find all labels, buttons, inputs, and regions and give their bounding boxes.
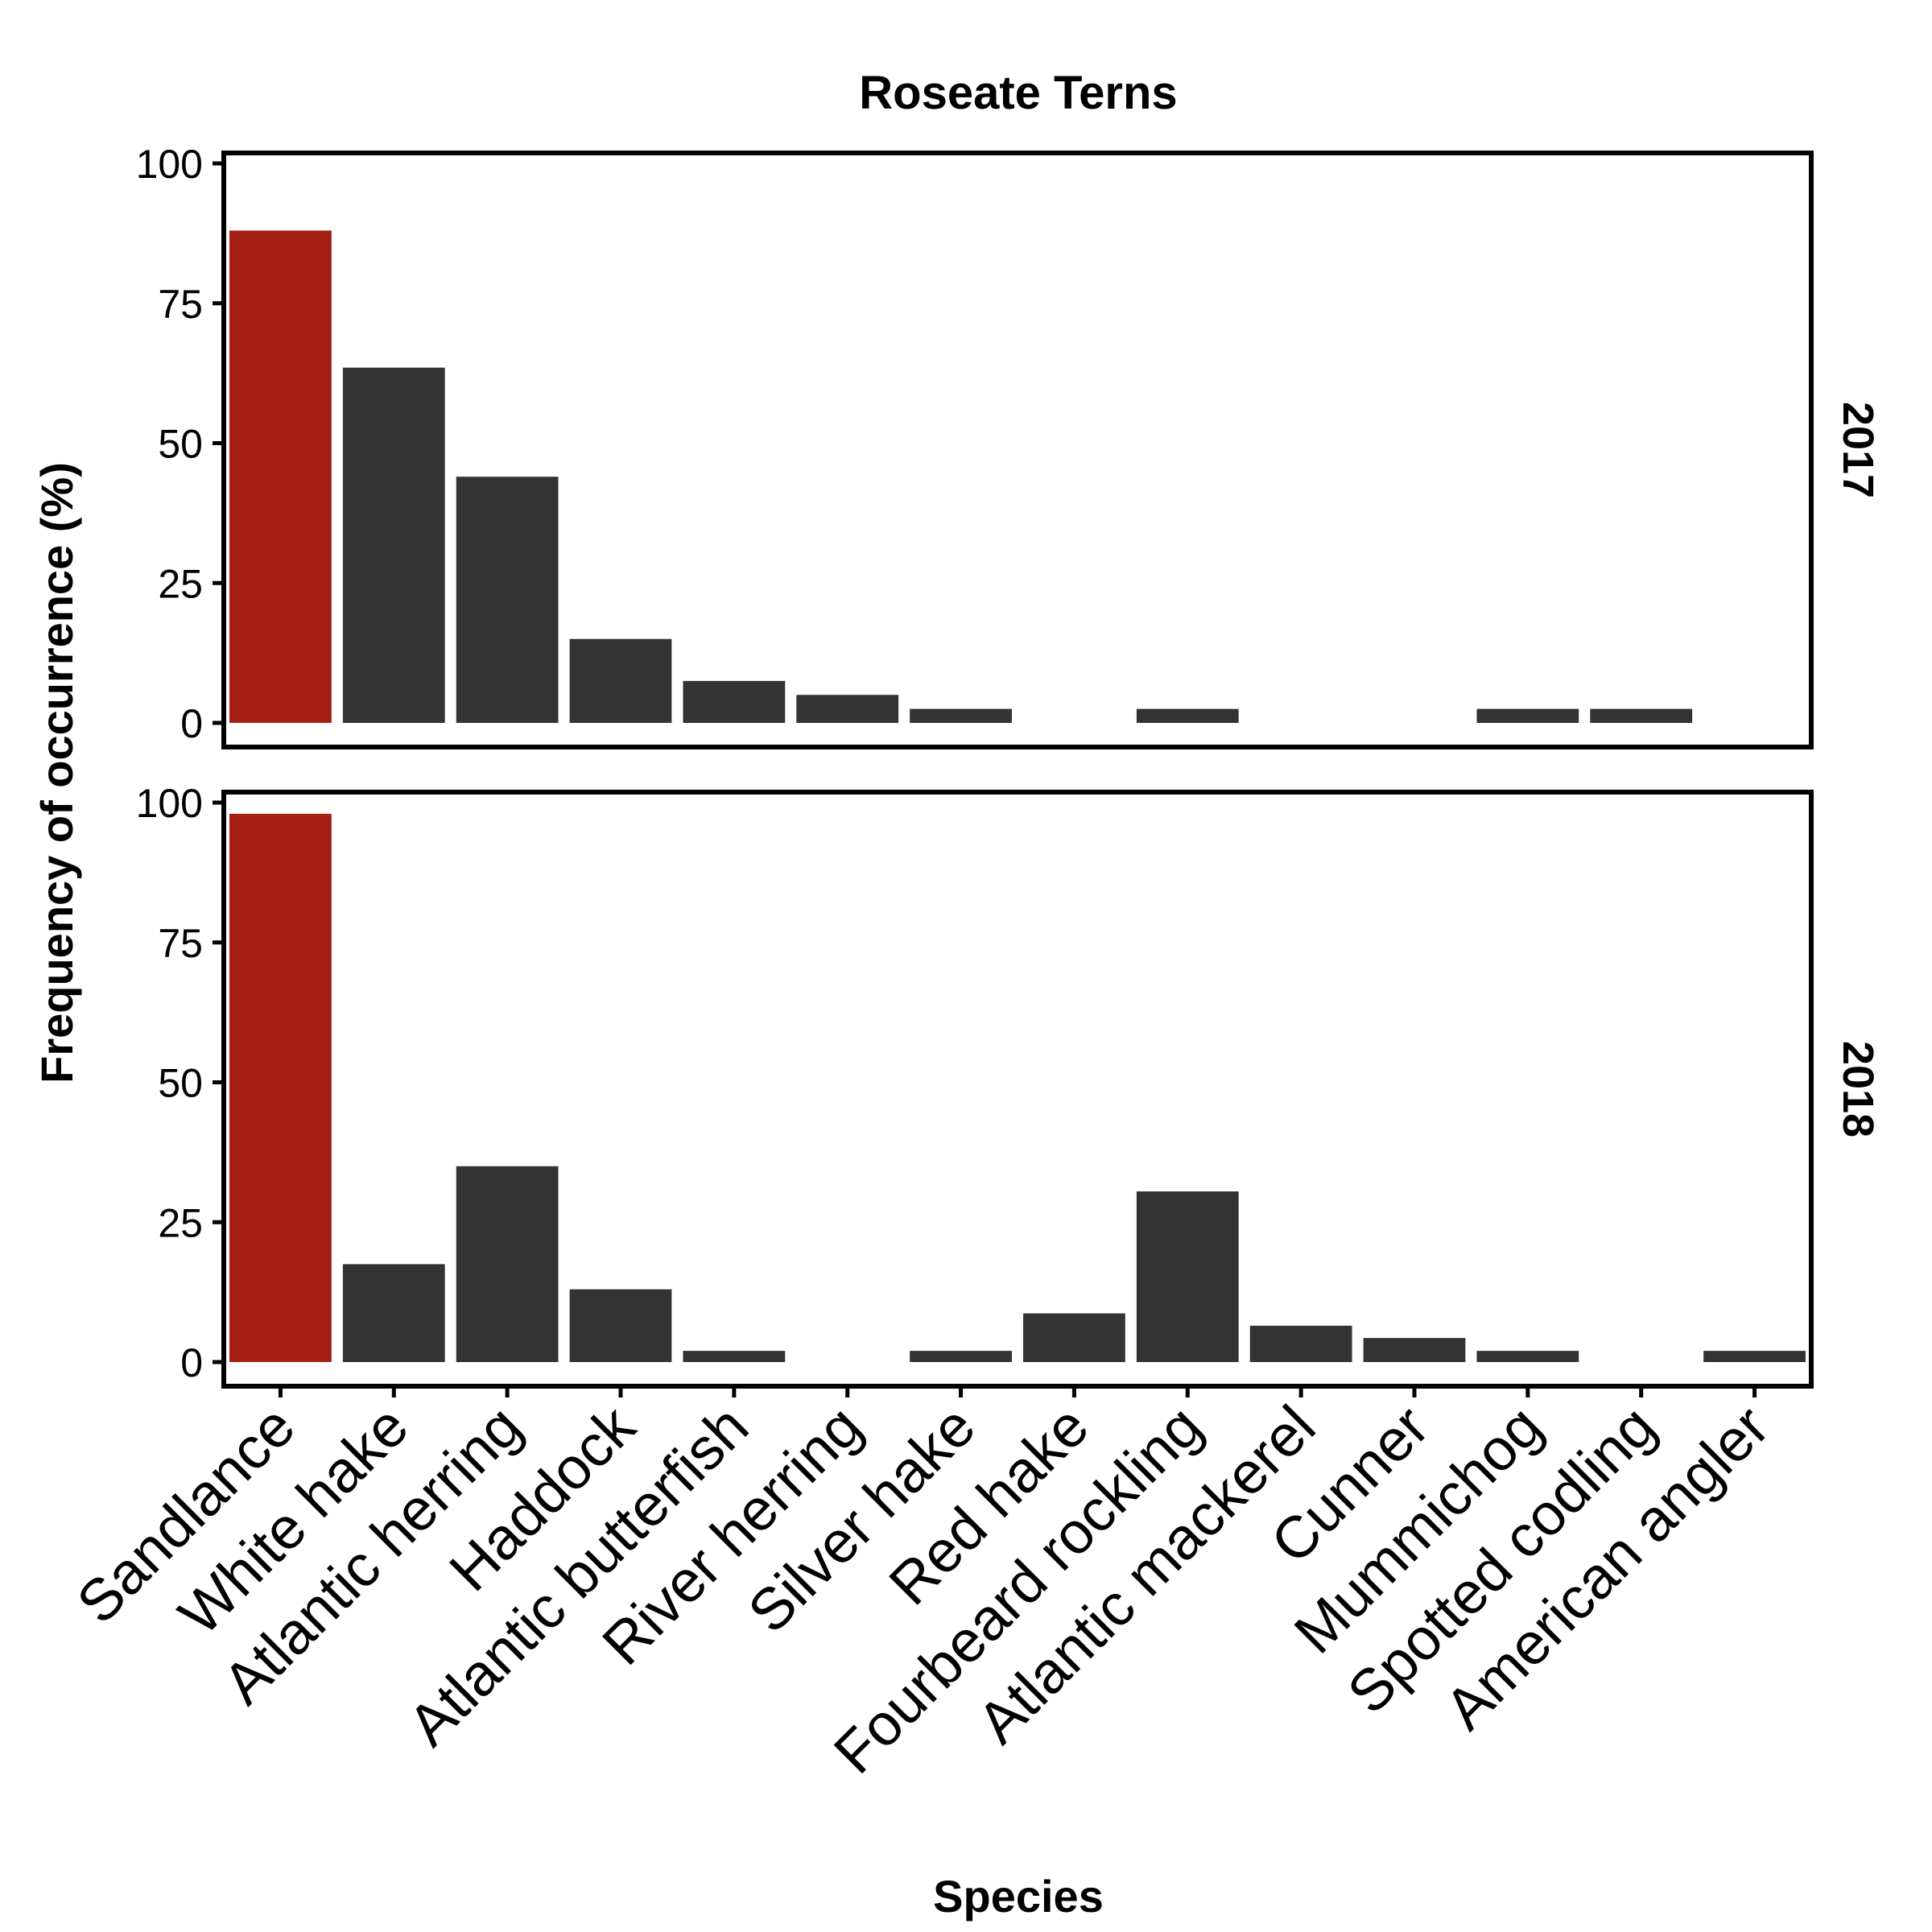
y-tick-label-2017-25: 25	[158, 561, 203, 606]
facet-label-2018: 2018	[1834, 1041, 1882, 1137]
bar-2017-mummichog	[1476, 708, 1579, 724]
panel-2017: 0 25 50 75 100 2017	[136, 142, 1882, 749]
bar-2018-red-hake	[1023, 1313, 1125, 1362]
bar-2018-american-angler	[1703, 1351, 1806, 1362]
bar-2018-silver-hake	[910, 1351, 1012, 1362]
bar-2017-sandlance	[229, 230, 332, 723]
bar-2018-atlantic-butterfish	[683, 1351, 786, 1362]
y-axis-label: Frequency of occurrence (%)	[31, 462, 82, 1084]
bar-2017-silver-hake	[910, 708, 1012, 724]
bar-2018-cunner	[1363, 1338, 1466, 1362]
chart-panels: 0 25 50 75 100 2017 0 25 50 75 100 2018	[136, 142, 1882, 1389]
bar-2017-river-herring	[796, 695, 899, 723]
bar-2018-fourbeard-rockling	[1136, 1191, 1239, 1362]
y-tick-label-2018-0: 0	[180, 1340, 203, 1385]
bar-2017-haddock	[569, 638, 672, 723]
panel-frame-2017	[221, 151, 1814, 749]
y-tick-label-2018-50: 50	[158, 1061, 203, 1106]
y-tick-label-2017-75: 75	[158, 282, 203, 327]
bar-2018-atlantic-mackerel	[1249, 1325, 1352, 1362]
bar-2017-fourbeard-rockling	[1136, 708, 1239, 724]
bar-2018-sandlance	[229, 813, 332, 1362]
bar-2018-white-hake	[342, 1264, 445, 1363]
y-tick-label-2017-50: 50	[158, 422, 203, 467]
bar-2017-spotted-codling	[1590, 708, 1693, 724]
bar-2018-mummichog	[1476, 1351, 1579, 1362]
y-tick-label-2017-100: 100	[136, 142, 203, 187]
bar-2017-white-hake	[342, 367, 445, 723]
y-tick-label-2018-100: 100	[136, 781, 203, 826]
panel-frame-2018	[221, 790, 1814, 1389]
y-tick-label-2018-75: 75	[158, 921, 203, 966]
chart-title: Roseate Terns	[859, 67, 1177, 119]
panel-2018: 0 25 50 75 100 2018	[136, 781, 1882, 1389]
bar-2017-atlantic-herring	[456, 477, 559, 723]
facet-label-2017: 2017	[1834, 402, 1882, 498]
bar-2018-atlantic-herring	[456, 1166, 559, 1362]
bar-2018-haddock	[569, 1289, 672, 1362]
y-tick-label-2017-0: 0	[180, 701, 203, 746]
y-tick-label-2018-25: 25	[158, 1200, 203, 1245]
bar-2017-atlantic-butterfish	[683, 680, 786, 724]
x-axis-label: Species	[933, 1871, 1104, 1922]
